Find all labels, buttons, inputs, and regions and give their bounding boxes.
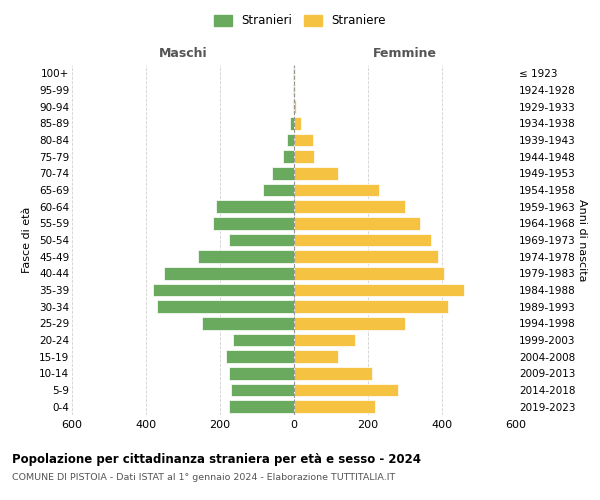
Bar: [293, 67, 294, 80]
Bar: [231, 384, 294, 396]
Bar: [294, 234, 431, 246]
Bar: [229, 400, 294, 413]
Bar: [229, 367, 294, 380]
Bar: [294, 184, 379, 196]
Bar: [294, 84, 295, 96]
Bar: [293, 100, 294, 113]
Bar: [263, 184, 294, 196]
Bar: [294, 67, 295, 80]
Bar: [294, 350, 338, 363]
Bar: [212, 217, 294, 230]
Bar: [294, 300, 448, 313]
Bar: [294, 167, 338, 179]
Bar: [294, 250, 438, 263]
Bar: [294, 334, 355, 346]
Bar: [272, 167, 294, 179]
Bar: [216, 200, 294, 213]
Legend: Stranieri, Straniere: Stranieri, Straniere: [211, 11, 389, 31]
Bar: [294, 134, 313, 146]
Bar: [283, 150, 294, 163]
Bar: [202, 317, 294, 330]
Bar: [294, 217, 420, 230]
Bar: [154, 284, 294, 296]
Text: Femmine: Femmine: [373, 47, 437, 60]
Y-axis label: Anni di nascita: Anni di nascita: [577, 198, 587, 281]
Bar: [294, 267, 444, 280]
Text: Maschi: Maschi: [158, 47, 208, 60]
Bar: [293, 84, 294, 96]
Text: Popolazione per cittadinanza straniera per età e sesso - 2024: Popolazione per cittadinanza straniera p…: [12, 452, 421, 466]
Bar: [290, 117, 294, 130]
Bar: [226, 350, 294, 363]
Bar: [294, 100, 296, 113]
Text: COMUNE DI PISTOIA - Dati ISTAT al 1° gennaio 2024 - Elaborazione TUTTITALIA.IT: COMUNE DI PISTOIA - Dati ISTAT al 1° gen…: [12, 472, 395, 482]
Bar: [294, 117, 301, 130]
Bar: [294, 400, 376, 413]
Bar: [198, 250, 294, 263]
Bar: [229, 234, 294, 246]
Bar: [287, 134, 294, 146]
Bar: [294, 367, 372, 380]
Bar: [294, 317, 405, 330]
Bar: [164, 267, 294, 280]
Bar: [294, 150, 314, 163]
Bar: [294, 200, 405, 213]
Bar: [294, 384, 398, 396]
Bar: [294, 284, 464, 296]
Bar: [233, 334, 294, 346]
Y-axis label: Fasce di età: Fasce di età: [22, 207, 32, 273]
Bar: [157, 300, 294, 313]
